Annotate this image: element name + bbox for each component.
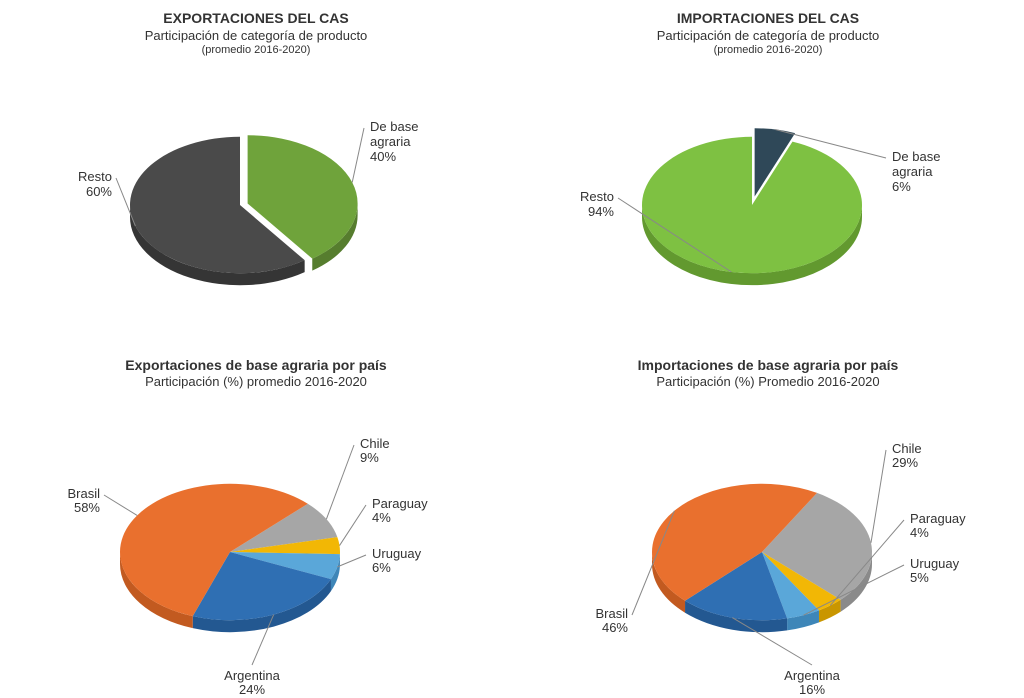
slice-label-name: Resto [524,190,614,205]
slice-label: Argentina24% [212,669,292,698]
slice-label: Uruguay6% [372,547,421,577]
slice-label-value: 9% [360,451,390,466]
leader-line [352,128,364,182]
slice-label-name: Argentina [212,669,292,684]
slice-label: Brasil58% [10,487,100,517]
slice-label: De base agraria40% [370,120,440,165]
leader-line [340,505,366,546]
slice-label-name: Argentina [772,669,852,684]
slice-label-name: Uruguay [372,547,421,562]
slice-label: Uruguay5% [910,557,959,587]
slice-label-name: Uruguay [910,557,959,572]
slice-label: Paraguay4% [372,497,428,527]
slice-label: Argentina16% [772,669,852,698]
slice-label-value: 6% [372,561,421,576]
panel-exportaciones-cas: EXPORTACIONES DEL CASParticipación de ca… [0,0,512,347]
slice-label: Chile9% [360,437,390,467]
slice-label-value: 60% [22,185,112,200]
slice-label-name: Brasil [10,487,100,502]
slice-label-value: 40% [370,150,440,165]
slice-label: Resto94% [524,190,614,220]
slice-label-name: Paraguay [372,497,428,512]
slice-label-name: Brasil [538,607,628,622]
slice-label-name: De base agraria [370,120,440,150]
leader-line [337,555,366,567]
pie-slice [642,137,862,273]
slice-label-value: 5% [910,571,959,586]
slice-label-name: De base agraria [892,150,962,180]
slice-label-name: Chile [892,442,922,457]
slice-label-name: Paraguay [910,512,966,527]
slice-label: De base agraria6% [892,150,962,195]
slice-label-value: 4% [372,511,428,526]
leader-line [326,445,354,519]
pie-chart [0,347,512,693]
slice-label: Paraguay4% [910,512,966,542]
slice-label-value: 46% [538,621,628,636]
slice-label-value: 58% [10,501,100,516]
slice-label-value: 16% [772,683,852,698]
slice-label: Resto60% [22,170,112,200]
slice-label: Brasil46% [538,607,628,637]
slice-label-value: 4% [910,526,966,541]
slice-label-name: Chile [360,437,390,452]
slice-label-value: 24% [212,683,292,698]
panel-exportaciones-pais: Exportaciones de base agraria por paísPa… [0,347,512,694]
leader-line [871,450,886,543]
chart-grid: EXPORTACIONES DEL CASParticipación de ca… [0,0,1024,693]
panel-importaciones-cas: IMPORTACIONES DEL CASParticipación de ca… [512,0,1024,347]
slice-label-value: 29% [892,456,922,471]
slice-label-value: 94% [524,205,614,220]
panel-importaciones-pais: Importaciones de base agraria por paísPa… [512,347,1024,694]
leader-line [104,495,137,515]
slice-label-name: Resto [22,170,112,185]
slice-label-value: 6% [892,180,962,195]
slice-label: Chile29% [892,442,922,472]
